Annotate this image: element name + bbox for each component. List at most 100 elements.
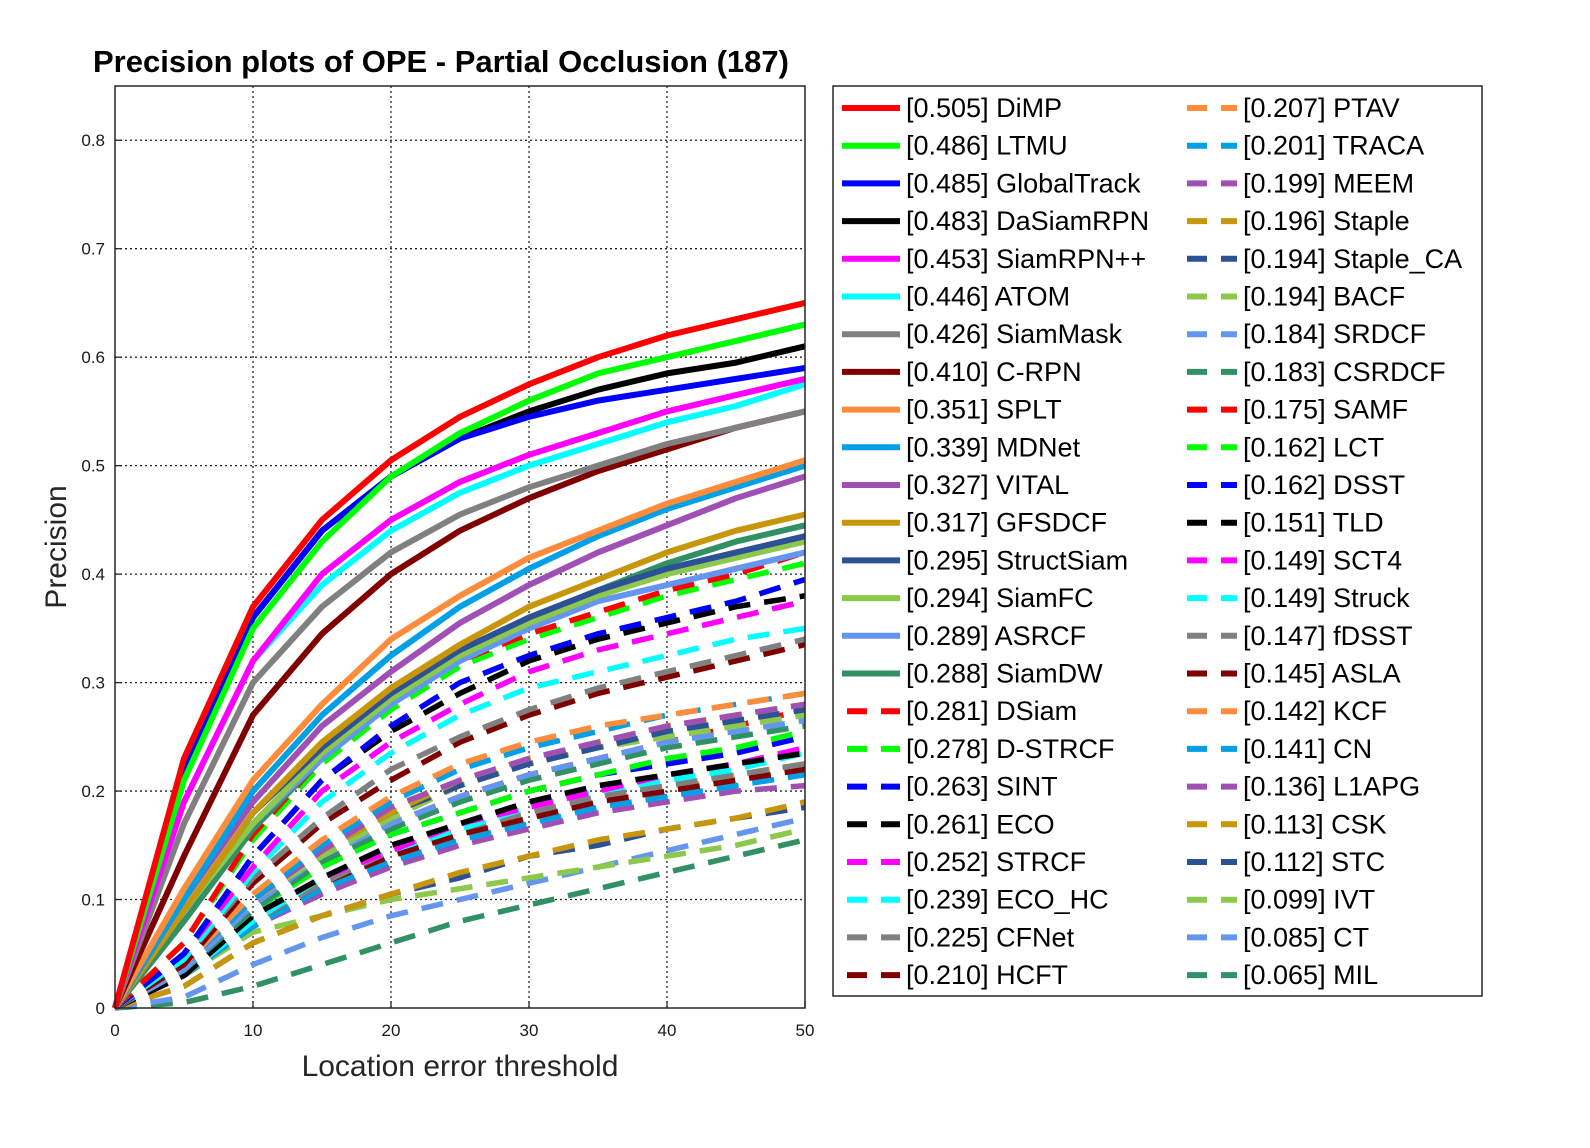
series-line	[112, 408, 806, 1010]
legend-label: [0.278] D-STRCF	[906, 734, 1115, 764]
legend-label: [0.065] MIL	[1243, 960, 1378, 990]
legend-label: [0.446] ATOM	[906, 282, 1070, 312]
series-line	[113, 723, 806, 1011]
legend-label: [0.099] IVT	[1243, 885, 1375, 915]
legend-label: [0.183] CSRDCF	[1243, 357, 1446, 387]
legend-label: [0.085] CT	[1243, 922, 1369, 952]
y-axis-label: Precision	[40, 485, 73, 608]
axis-ticks: 0 10 20 30 40 50 0 0.1 0.2 0.3 0.4 0.5 0.6 0.7 0.8	[81, 131, 814, 1040]
legend-label: [0.210] HCFT	[906, 960, 1068, 990]
y-tick-label: 0	[96, 999, 105, 1018]
legend-label: [0.327] VITAL	[906, 470, 1069, 500]
legend-label: [0.149] Struck	[1243, 583, 1410, 613]
series-line	[113, 728, 806, 1011]
legend-label: [0.141] CN	[1243, 734, 1372, 764]
x-tick-label: 40	[658, 1021, 677, 1040]
legend-label: [0.239] ECO_HC	[906, 885, 1109, 915]
series-line	[112, 365, 806, 1009]
series-line	[112, 538, 806, 1010]
legend-label: [0.149] SCT4	[1243, 545, 1402, 575]
series-line	[112, 462, 806, 1010]
series-line	[114, 837, 806, 1011]
legend-label: [0.112] STC	[1243, 847, 1385, 877]
series-line	[113, 625, 806, 1011]
series-line	[113, 766, 806, 1011]
legend-label: [0.184] SRDCF	[1243, 319, 1426, 349]
series-line	[113, 826, 806, 1011]
series-line	[113, 690, 806, 1011]
legend-label: [0.426] SiamMask	[906, 319, 1123, 349]
legend-label: [0.317] GFSDCF	[906, 508, 1107, 538]
legend-label: [0.339] MDNet	[906, 432, 1081, 462]
legend-label: [0.151] TLD	[1243, 508, 1384, 538]
series-line	[113, 598, 806, 1011]
series-line	[113, 717, 806, 1011]
series-line	[113, 593, 806, 1011]
y-tick-label: 0.7	[81, 240, 105, 259]
series-line	[112, 457, 806, 1010]
legend-label: [0.295] StructSiam	[906, 545, 1128, 575]
series-line	[113, 750, 806, 1011]
y-tick-label: 0.1	[81, 891, 105, 910]
plot-frame	[114, 85, 806, 1009]
series-line	[112, 473, 806, 1010]
series-line	[112, 321, 806, 1009]
y-tick-label: 0.8	[81, 131, 105, 150]
legend-label: [0.145] ASLA	[1243, 659, 1401, 689]
series-line	[112, 375, 806, 1009]
legend-label: [0.410] C-RPN	[906, 357, 1082, 387]
x-tick-label: 50	[796, 1021, 815, 1040]
legend: [0.505] DiMP [0.486] LTMU [0.485] GlobalTr…	[832, 85, 1483, 997]
legend-label: [0.289] ASRCF	[906, 621, 1086, 651]
chart-title: Precision plots of OPE - Partial Occlusi…	[93, 44, 789, 79]
legend-label: [0.261] ECO	[906, 809, 1055, 839]
series-line	[112, 511, 806, 1010]
legend-label: [0.225] CFNet	[906, 922, 1075, 952]
legend-label: [0.147] fDSST	[1243, 621, 1413, 651]
legend-label: [0.505] DiMP	[906, 93, 1062, 123]
legend-label: [0.486] LTMU	[906, 131, 1068, 161]
x-tick-label: 0	[110, 1021, 119, 1040]
series-line	[113, 549, 806, 1011]
legend-label: [0.113] CSK	[1243, 809, 1387, 839]
legend-label: [0.351] SPLT	[906, 395, 1062, 425]
series-line	[113, 750, 806, 1011]
series-line	[113, 641, 806, 1011]
legend-label: [0.453] SiamRPN++	[906, 244, 1146, 274]
legend-label: [0.207] PTAV	[1243, 93, 1400, 123]
legend-label: [0.485] GlobalTrack	[906, 168, 1141, 198]
legend-label: [0.483] DaSiamRPN	[906, 206, 1149, 236]
y-tick-label: 0.6	[81, 348, 105, 367]
grid-lines	[115, 86, 805, 1008]
y-tick-label: 0.3	[81, 674, 105, 693]
x-tick-label: 30	[520, 1021, 539, 1040]
series-line	[114, 799, 806, 1011]
x-tick-label: 20	[382, 1021, 401, 1040]
legend-label: [0.201] TRACA	[1243, 131, 1424, 161]
legend-box	[832, 85, 1483, 997]
y-tick-label: 0.2	[81, 782, 105, 801]
series-line	[114, 815, 806, 1011]
legend-label: [0.263] SINT	[906, 772, 1058, 802]
legend-label: [0.175] SAMF	[1243, 395, 1408, 425]
x-tick-label: 10	[244, 1021, 263, 1040]
series-line	[113, 772, 806, 1011]
legend-label: [0.199] MEEM	[1243, 168, 1414, 198]
legend-label: [0.281] DSiam	[906, 696, 1077, 726]
legend-label: [0.194] BACF	[1243, 282, 1405, 312]
series-line	[113, 782, 806, 1011]
legend-label: [0.162] LCT	[1243, 432, 1384, 462]
legend-label: [0.252] STRCF	[906, 847, 1086, 877]
legend-label: [0.196] Staple	[1243, 206, 1410, 236]
y-tick-label: 0.5	[81, 457, 105, 476]
legend-label: [0.136] L1APG	[1243, 772, 1420, 802]
legend-label: [0.288] SiamDW	[906, 659, 1103, 689]
legend-label: [0.294] SiamFC	[906, 583, 1094, 613]
series-lines	[112, 299, 806, 1011]
legend-label: [0.142] KCF	[1243, 696, 1387, 726]
series-line	[113, 560, 806, 1011]
series-line	[112, 299, 806, 1009]
series-line	[112, 408, 806, 1010]
y-tick-label: 0.4	[81, 565, 105, 584]
